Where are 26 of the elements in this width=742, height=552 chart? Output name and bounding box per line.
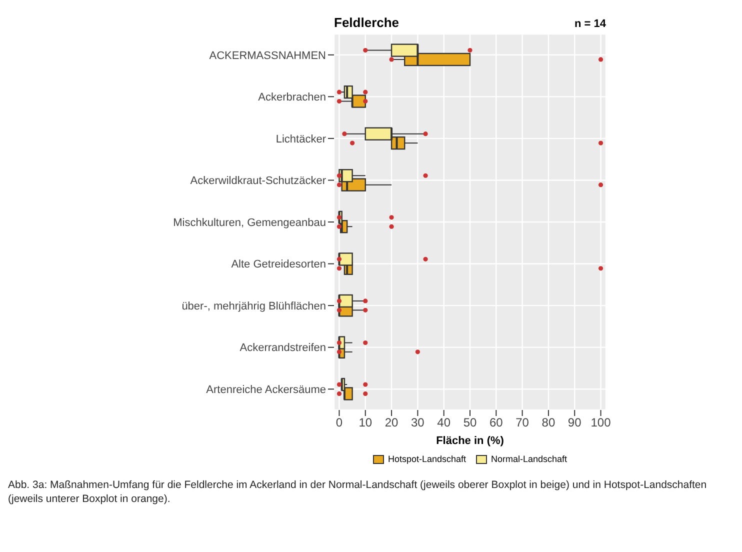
x-tick-label: 30 [411,416,425,430]
x-tick-label: 40 [437,416,451,430]
y-tick-label: über-, mehrjährig Blühflächen [182,300,326,312]
legend-label: Normal-Landschaft [490,454,568,464]
x-tick-label: 70 [516,416,530,430]
y-tick-label: Ackerwildkraut-Schutzäcker [190,175,326,188]
y-tick-label: Lichtäcker [276,133,326,146]
text: n = 14 [574,18,606,30]
y-tick-label: Ackerrandstreifen [240,342,326,354]
x-tick-label: 20 [384,416,399,430]
y-tick-label: Alte Getreidesorten [231,258,326,271]
x-tick-label: 90 [568,416,582,430]
x-tick-label: 10 [358,416,372,430]
x-tick-label: 50 [463,416,477,430]
x-axis-title: Fläche in (%) [436,435,504,447]
chart-title: Feldlerche [334,15,400,30]
y-tick-label: Artenreiche Ackersäume [206,384,326,396]
legend-label: Hotspot-Landschaft [386,454,466,464]
y-tick-label: Ackerbrachen [258,92,326,104]
y-tick-label: Mischkulturen, Gemengeanbau [173,216,326,229]
x-tick-label: 80 [542,416,556,430]
y-tick-label: ACKERMASSNAHMEN [209,50,326,62]
x-tick-label: 100 [590,416,612,430]
caption: Abb. 3a: Maßnahmen-Umfang für die Feldlerche im Ackerland in der Normal-Landschaft (jeweils oberer Boxplot in beige) und in Hotspot-Landschaften (jeweils unterer Boxplot in orange). [8,478,708,506]
x-tick-label: 0 [336,416,343,430]
x-tick-label: 60 [489,416,504,430]
